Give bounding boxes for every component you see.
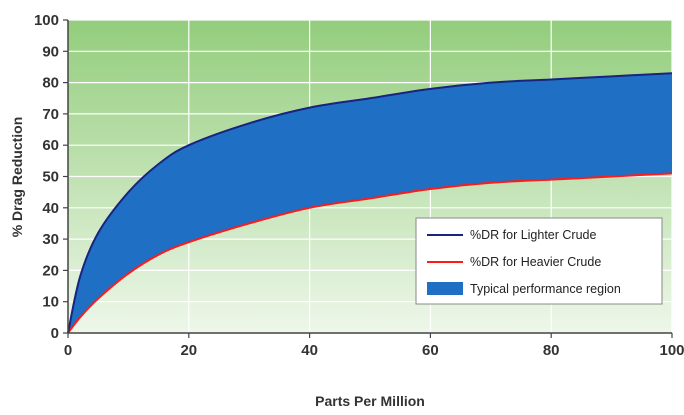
x-tick-label: 60 [422, 342, 439, 359]
series-line-lighter-crude [67, 72, 673, 334]
legend-swatch-region [427, 282, 463, 295]
legend: %DR for Lighter Crude %DR for Heavier Cr… [415, 217, 663, 305]
y-tick-label: 20 [42, 262, 59, 279]
series-line-heavier-crude [67, 172, 673, 334]
y-tick-label: 70 [42, 106, 59, 123]
y-tick-label: 40 [42, 200, 59, 217]
x-tick-label: 100 [659, 342, 684, 359]
y-tick-label: 90 [42, 43, 59, 60]
y-tick-label: 30 [42, 231, 59, 248]
legend-label-lighter-crude: %DR for Lighter Crude [470, 228, 596, 242]
performance-region-area [68, 73, 672, 334]
y-tick-label: 60 [42, 137, 59, 154]
y-tick-label: 50 [42, 169, 59, 186]
x-tick-label: 80 [543, 342, 560, 359]
legend-label-region: Typical performance region [470, 282, 621, 296]
y-tick-label: 10 [42, 294, 59, 311]
x-tick-label: 0 [64, 342, 72, 359]
x-axis-title: Parts Per Million [315, 393, 425, 409]
y-tick-label: 80 [42, 75, 59, 92]
y-tick-label: 0 [51, 325, 59, 342]
y-axis-title: % Drag Reduction [9, 117, 25, 238]
x-tick-label: 40 [301, 342, 318, 359]
x-tick-label: 20 [180, 342, 197, 359]
legend-label-heavier-crude: %DR for Heavier Crude [470, 255, 601, 269]
y-tick-label: 100 [34, 12, 59, 29]
